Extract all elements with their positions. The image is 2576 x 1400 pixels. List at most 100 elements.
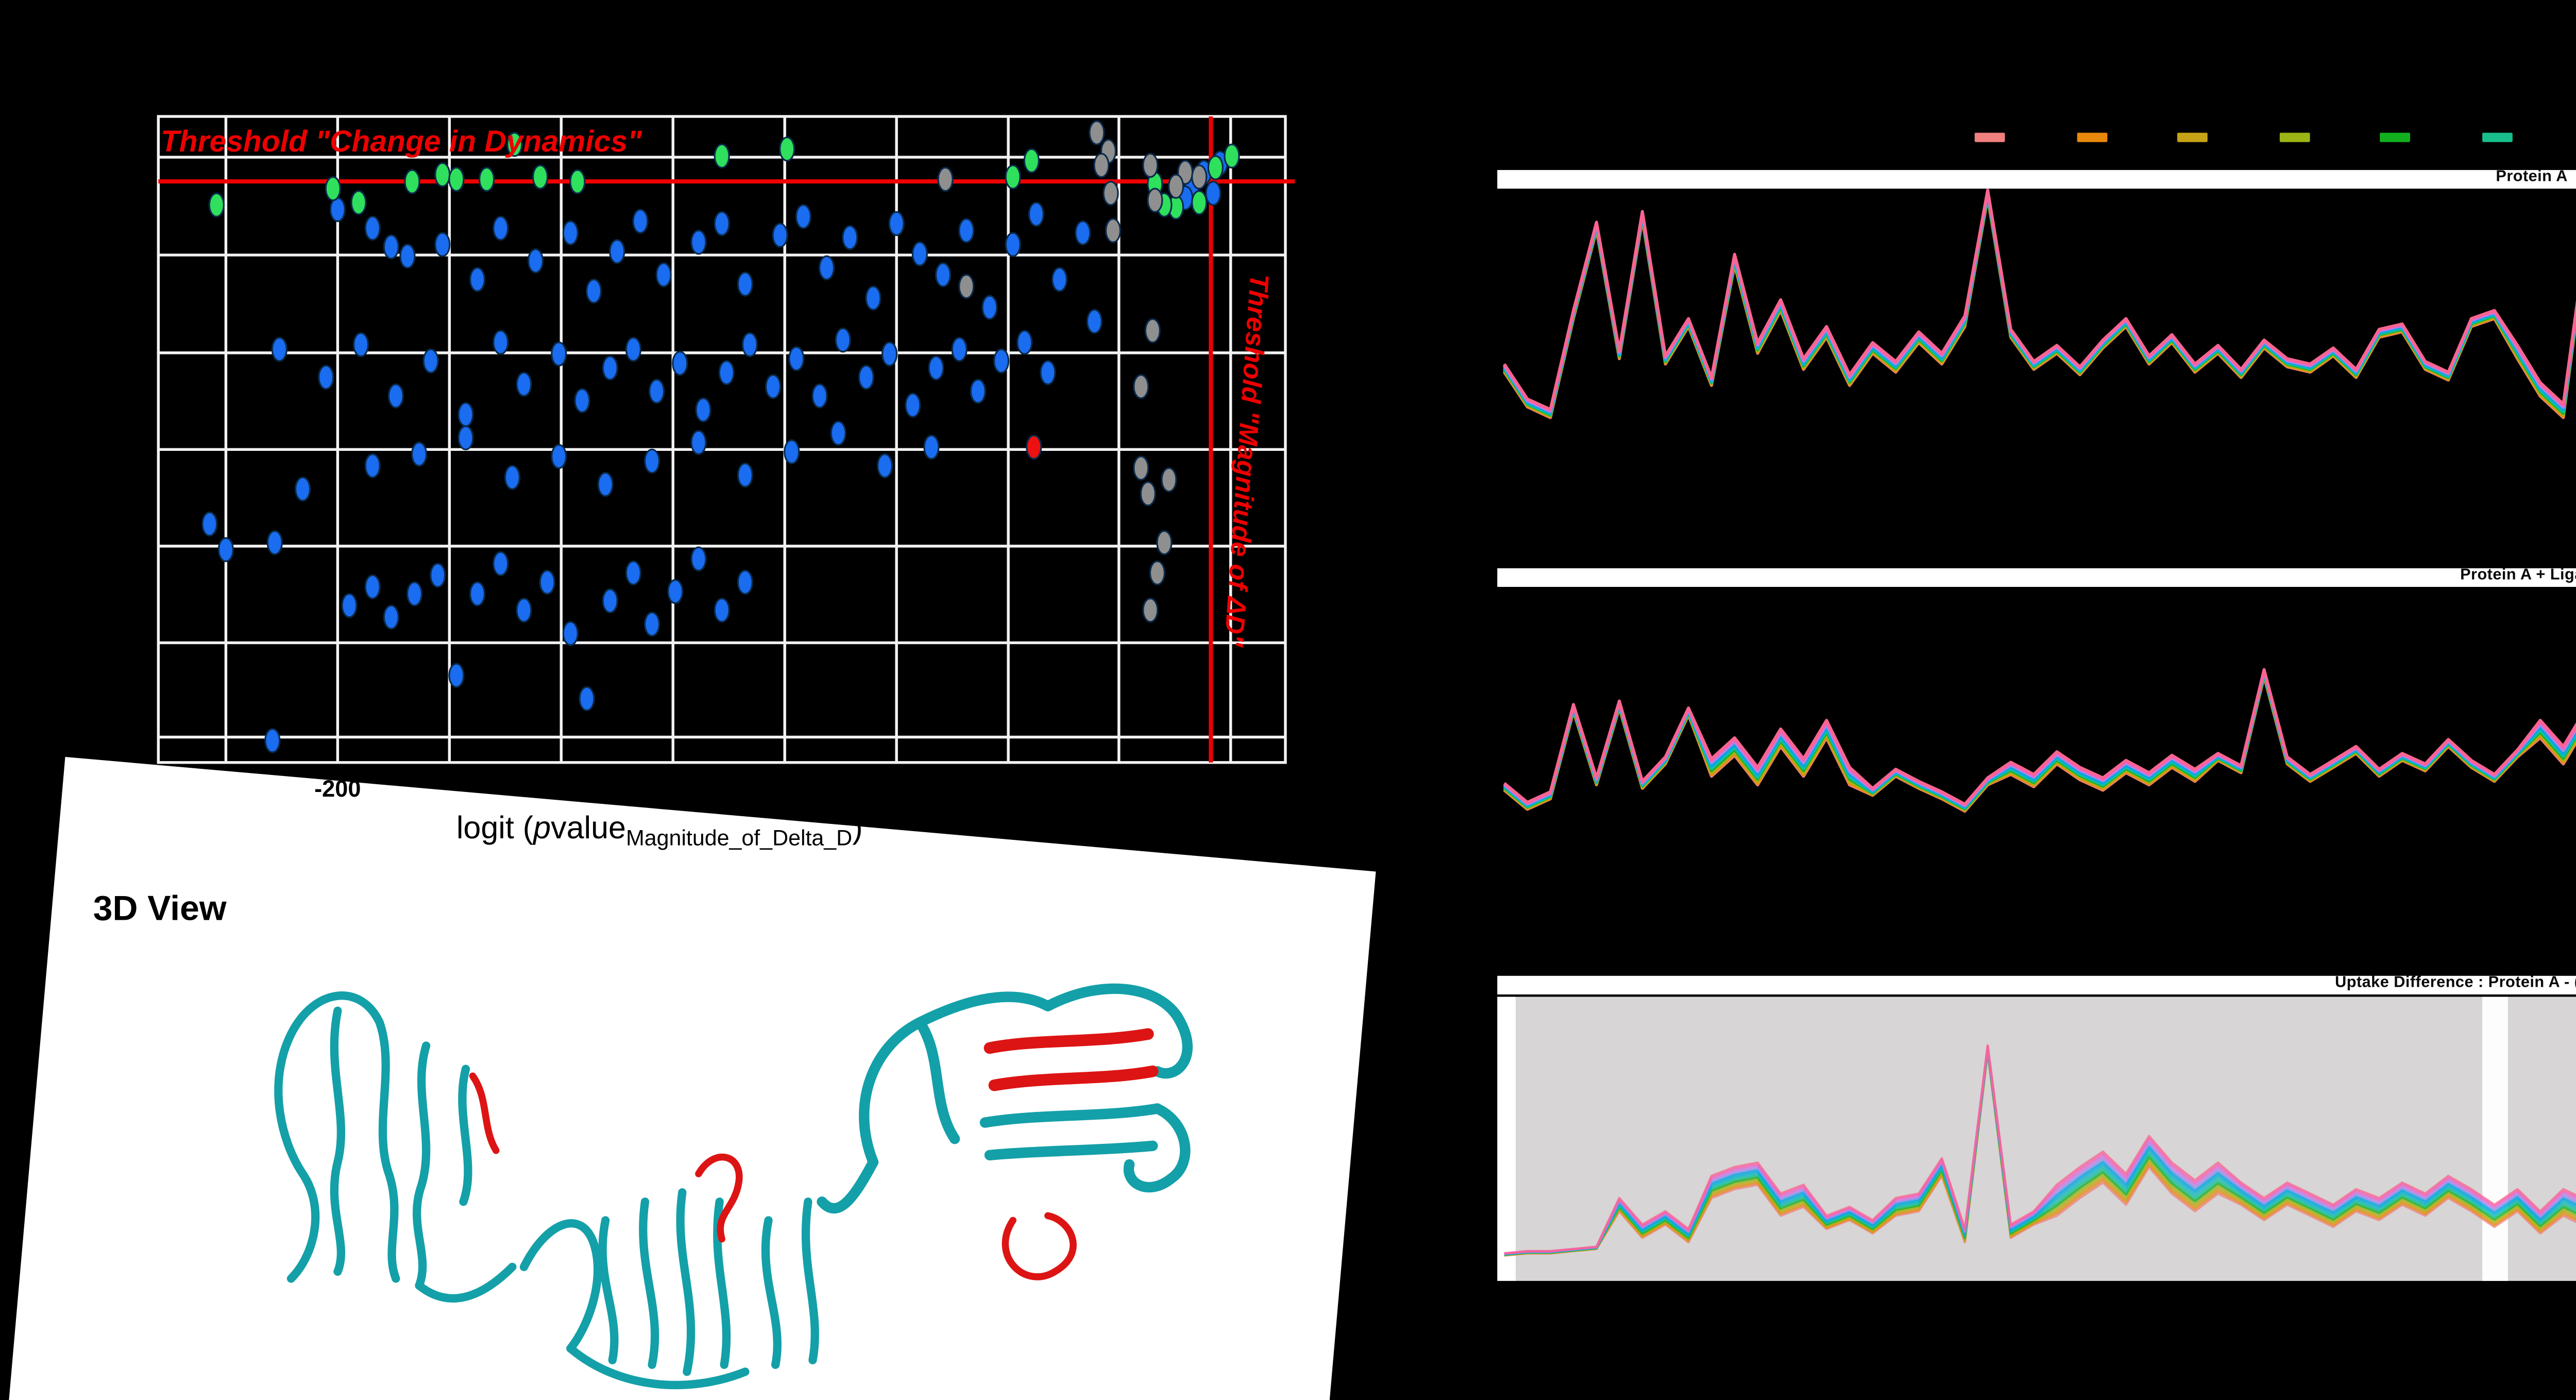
scatter-point-not-significant	[364, 453, 381, 479]
scatter-point-not-significant	[632, 209, 649, 234]
scatter-point-excluded	[1161, 467, 1177, 493]
legend-swatch-timepoint-3[interactable]	[2177, 132, 2208, 141]
scatter-point-not-significant	[958, 218, 975, 243]
timepoint-legend	[1974, 132, 2576, 147]
protein-ribbon-rendering[interactable]	[221, 941, 1246, 1400]
scatter-point-not-significant	[562, 220, 579, 246]
scatter-point-not-significant	[970, 379, 986, 404]
scatter-point-not-significant	[527, 248, 544, 274]
scatter-point-significant-change-in-dynamics	[506, 132, 523, 157]
scatter-point-excluded	[1156, 530, 1173, 555]
scatter-point-not-significant	[1051, 267, 1068, 292]
x-tick-200: -200	[314, 778, 361, 804]
scatter-point-excluded	[1140, 481, 1156, 507]
axis-title-p: p	[533, 810, 551, 846]
scatter-point-not-significant	[718, 360, 735, 385]
series-line-timepoint-6	[1503, 193, 2576, 416]
scatter-point-significant-change-in-dynamics	[1207, 155, 1224, 180]
scatter-point-not-significant	[294, 476, 311, 502]
scatter-point-not-significant	[643, 612, 660, 637]
series-line-timepoint-10	[1503, 190, 2576, 413]
series-line-timepoint-4	[1503, 194, 2576, 417]
scatter-point-excluded	[1191, 164, 1208, 190]
scatter-point-not-significant	[737, 569, 753, 595]
legend-swatch-timepoint-1[interactable]	[1974, 132, 2005, 141]
scatter-point-not-significant	[434, 232, 451, 257]
scatter-point-not-significant	[655, 262, 672, 288]
volcano-plot[interactable]	[0, 0, 1397, 792]
scatter-point-not-significant	[266, 530, 283, 555]
scatter-point-not-significant	[579, 686, 595, 712]
scatter-point-not-significant	[383, 234, 399, 260]
scatter-point-significant-change-in-dynamics	[434, 162, 451, 188]
scatter-point-not-significant	[690, 229, 707, 255]
chart1-protein-a[interactable]	[1497, 189, 2576, 547]
scatter-point-not-significant	[1075, 220, 1091, 246]
legend-swatch-timepoint-6[interactable]	[2482, 132, 2513, 141]
scatter-point-not-significant	[318, 365, 334, 390]
ribbon-strand-teal	[566, 1344, 750, 1390]
scatter-point-not-significant	[667, 579, 684, 604]
scatter-point-not-significant	[493, 551, 509, 576]
scatter-point-not-significant	[493, 215, 509, 241]
ribbon-strand-teal	[330, 1006, 346, 1276]
legend-swatch-timepoint-5[interactable]	[2381, 132, 2411, 141]
scatter-point-excluded	[1142, 598, 1159, 623]
chart3-uptake-difference[interactable]	[1497, 997, 2576, 1279]
ribbon-strand-teal	[984, 1140, 1158, 1160]
scatter-point-not-significant	[585, 278, 602, 304]
scatter-point-significant-change-in-dynamics	[1023, 148, 1040, 174]
ribbon-strand-teal	[598, 1216, 619, 1364]
scatter-point-not-significant	[625, 560, 641, 586]
series-line-timepoint-7	[1503, 192, 2576, 415]
ribbon-strand-red	[695, 1153, 743, 1243]
scatter-point-not-significant	[811, 383, 828, 409]
scatter-point-not-significant	[1028, 201, 1044, 227]
series-line-timepoint-9	[1503, 191, 2576, 414]
scatter-point-not-significant	[1040, 360, 1056, 385]
scatter-point-highlighted	[1026, 434, 1042, 460]
scatter-point-excluded	[1103, 180, 1119, 206]
scatter-point-excluded	[1144, 318, 1161, 343]
legend-swatch-timepoint-2[interactable]	[2076, 132, 2107, 141]
series-line-timepoint-1	[1503, 196, 2576, 419]
scatter-point-not-significant	[329, 197, 346, 222]
scatter-point-not-significant	[457, 425, 474, 450]
series-line-timepoint-5	[1503, 672, 2576, 811]
series-line-timepoint-1	[1504, 1051, 2576, 1257]
series-line-timepoint-3	[1503, 195, 2576, 418]
ribbon-strand-teal	[639, 1197, 659, 1369]
legend-swatch-timepoint-4[interactable]	[2279, 132, 2310, 141]
ribbon-strand-teal	[519, 1219, 602, 1353]
scatter-point-excluded	[1133, 374, 1149, 399]
threshold-dynamics-label: Threshold "Change in Dynamics"	[160, 123, 642, 159]
series-line-timepoint-1	[1503, 675, 2576, 813]
scatter-point-not-significant	[888, 211, 905, 237]
scatter-point-significant-change-in-dynamics	[569, 169, 586, 194]
scatter-point-significant-change-in-dynamics	[404, 169, 420, 194]
series-line-timepoint-12	[1503, 189, 2576, 412]
scatter-point-not-significant	[935, 262, 952, 288]
series-line-timepoint-2	[1504, 1050, 2576, 1257]
scatter-point-not-significant	[609, 239, 625, 264]
scatter-point-not-significant	[865, 285, 882, 311]
series-line-timepoint-13	[1504, 1044, 2576, 1255]
scatter-point-not-significant	[643, 448, 660, 474]
scatter-point-not-significant	[690, 546, 707, 571]
chart2-protein-a-ligand[interactable]	[1497, 587, 2576, 955]
scatter-point-excluded	[1149, 560, 1165, 586]
scatter-point-not-significant	[448, 663, 465, 688]
ribbon-strand-teal	[415, 1262, 517, 1303]
scatter-point-not-significant	[772, 223, 788, 248]
series-line-timepoint-6	[1503, 672, 2576, 810]
scatter-point-not-significant	[690, 430, 707, 455]
series-line-timepoint-8	[1503, 671, 2576, 809]
ribbon-strand-teal	[801, 1197, 819, 1364]
scatter-point-not-significant	[765, 374, 782, 399]
ribbon-strand-teal	[286, 991, 384, 1038]
scatter-point-not-significant	[364, 215, 381, 241]
scatter-point-not-significant	[399, 243, 416, 269]
ribbon-strand-teal	[914, 1017, 960, 1144]
